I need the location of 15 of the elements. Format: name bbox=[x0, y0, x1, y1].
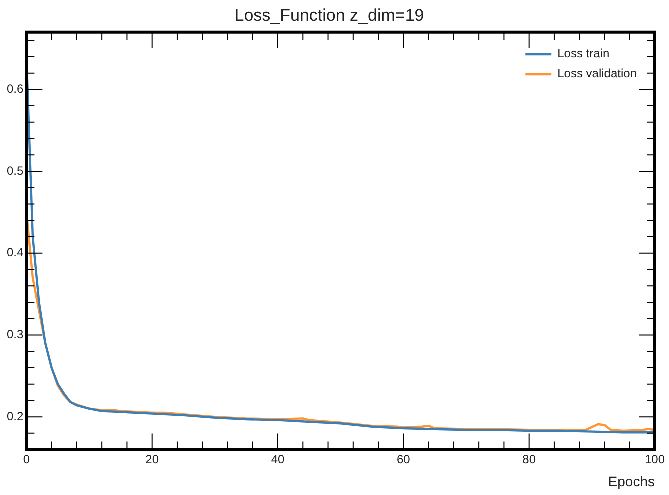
x-tick-label: 80 bbox=[522, 452, 536, 466]
y-tick-label: 0.6 bbox=[6, 82, 24, 96]
y-tick-label: 0.5 bbox=[6, 164, 24, 178]
x-tick-label: 0 bbox=[23, 452, 30, 466]
x-tick-label: 40 bbox=[271, 452, 286, 466]
x-axis-title: Epochs bbox=[608, 473, 655, 490]
legend-label: Loss train bbox=[558, 46, 610, 61]
y-tick-label: 0.3 bbox=[6, 328, 24, 342]
legend-label: Loss validation bbox=[558, 66, 638, 81]
x-tick-label: 100 bbox=[644, 452, 666, 466]
y-tick-label: 0.4 bbox=[6, 246, 24, 260]
x-tick-label: 60 bbox=[396, 452, 411, 466]
x-tick-label: 20 bbox=[146, 452, 160, 466]
chart-title: Loss_Function z_dim=19 bbox=[234, 6, 424, 25]
y-tick-label: 0.2 bbox=[6, 409, 24, 424]
